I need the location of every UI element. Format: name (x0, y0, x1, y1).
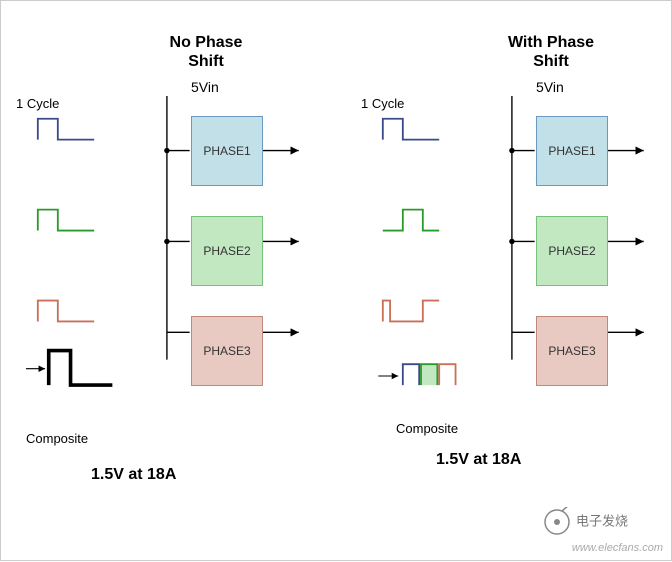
logo-text: 电子发烧 (542, 507, 628, 537)
svg-right (361, 96, 672, 396)
phase1-box-right: PHASE1 (536, 116, 608, 186)
phase2-box-left: PHASE2 (191, 216, 263, 286)
phase3-box-left: PHASE3 (191, 316, 263, 386)
phase-label: PHASE1 (203, 144, 250, 158)
logo-label: 电子发烧 (576, 513, 628, 528)
output-label-left: 1.5V at 18A (91, 466, 176, 484)
phase2-box-right: PHASE2 (536, 216, 608, 286)
vin-label-left: 5Vin (191, 79, 219, 95)
title-line: Shift (188, 53, 224, 70)
composite-label-right: Composite (396, 421, 458, 436)
phase-label: PHASE1 (548, 144, 595, 158)
vin-label-right: 5Vin (536, 79, 564, 95)
title-line: No Phase (170, 34, 243, 51)
phase3-box-right: PHASE3 (536, 316, 608, 386)
phase-label: PHASE3 (203, 344, 250, 358)
logo-icon (542, 507, 572, 537)
phase1-box-left: PHASE1 (191, 116, 263, 186)
watermark: www.elecfans.com (572, 542, 663, 554)
title-left: No Phase Shift (46, 33, 366, 71)
title-line: With Phase (508, 34, 594, 51)
title-line: Shift (533, 53, 569, 70)
diagram-container: No Phase Shift 5Vin 1 Cycle (1, 1, 672, 562)
phase-label: PHASE3 (548, 344, 595, 358)
phase-label: PHASE2 (203, 244, 250, 258)
panel-with-phase-shift: With Phase Shift 5Vin 1 Cycle (361, 1, 672, 541)
svg-left (16, 96, 336, 396)
composite-label-left: Composite (26, 431, 88, 446)
panel-no-phase-shift: No Phase Shift 5Vin 1 Cycle (16, 1, 336, 541)
phase-label: PHASE2 (548, 244, 595, 258)
output-label-right: 1.5V at 18A (436, 451, 521, 469)
title-right: With Phase Shift (391, 33, 672, 71)
